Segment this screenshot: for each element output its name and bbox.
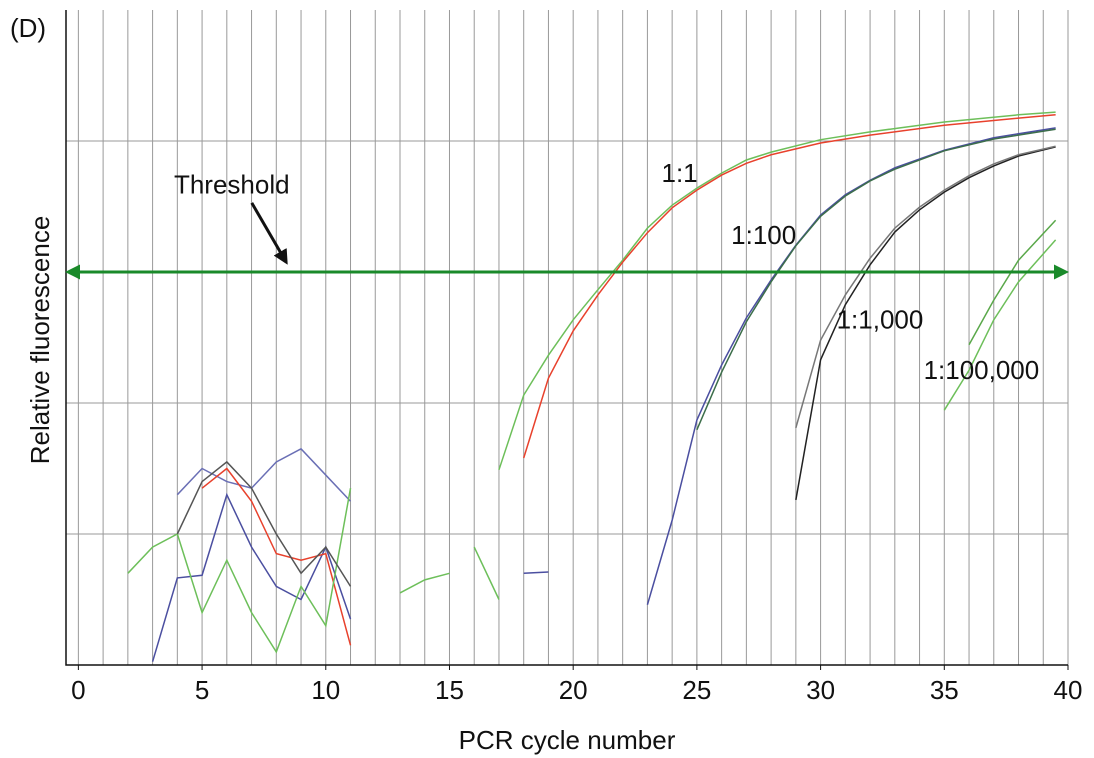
- amplification-curve: [176, 447, 352, 502]
- amplification-curve: [151, 492, 352, 662]
- x-tick-label: 5: [195, 675, 209, 705]
- x-tick-label: 40: [1054, 675, 1083, 705]
- x-tick-label: 10: [311, 675, 340, 705]
- amplification-curve: [498, 111, 1056, 471]
- axes: [65, 10, 1068, 666]
- amplification-curve: [399, 572, 450, 594]
- amplification-curve: [968, 219, 1057, 346]
- x-tick-label: 15: [435, 675, 464, 705]
- panel-label: (D): [10, 13, 46, 43]
- amplification-curve: [127, 488, 352, 654]
- x-tick-label: 30: [806, 675, 835, 705]
- amplification-curve: [795, 146, 1056, 501]
- x-tick-label: 0: [71, 675, 85, 705]
- amplification-curve: [201, 467, 352, 646]
- amplification-curve: [795, 145, 1056, 429]
- y-axis-title: Relative fluorescence: [25, 216, 55, 465]
- amplification-curve: [523, 571, 549, 575]
- dilution-label: 1:100: [731, 220, 796, 250]
- x-tick-label: 35: [930, 675, 959, 705]
- dilution-label: 1:100,000: [924, 355, 1040, 385]
- amplification-curve: [696, 128, 1056, 431]
- amplification-curve: [473, 546, 500, 600]
- x-axis-title: PCR cycle number: [459, 725, 676, 755]
- x-tick-label: 20: [559, 675, 588, 705]
- threshold-arrow: [250, 202, 288, 265]
- threshold-label: Threshold: [174, 170, 290, 200]
- dilution-label: 1:1: [661, 158, 697, 188]
- dilution-label: 1:1,000: [837, 305, 924, 335]
- amplification-curve: [176, 460, 352, 587]
- amplification-curve: [522, 114, 1056, 459]
- x-tick-label: 25: [682, 675, 711, 705]
